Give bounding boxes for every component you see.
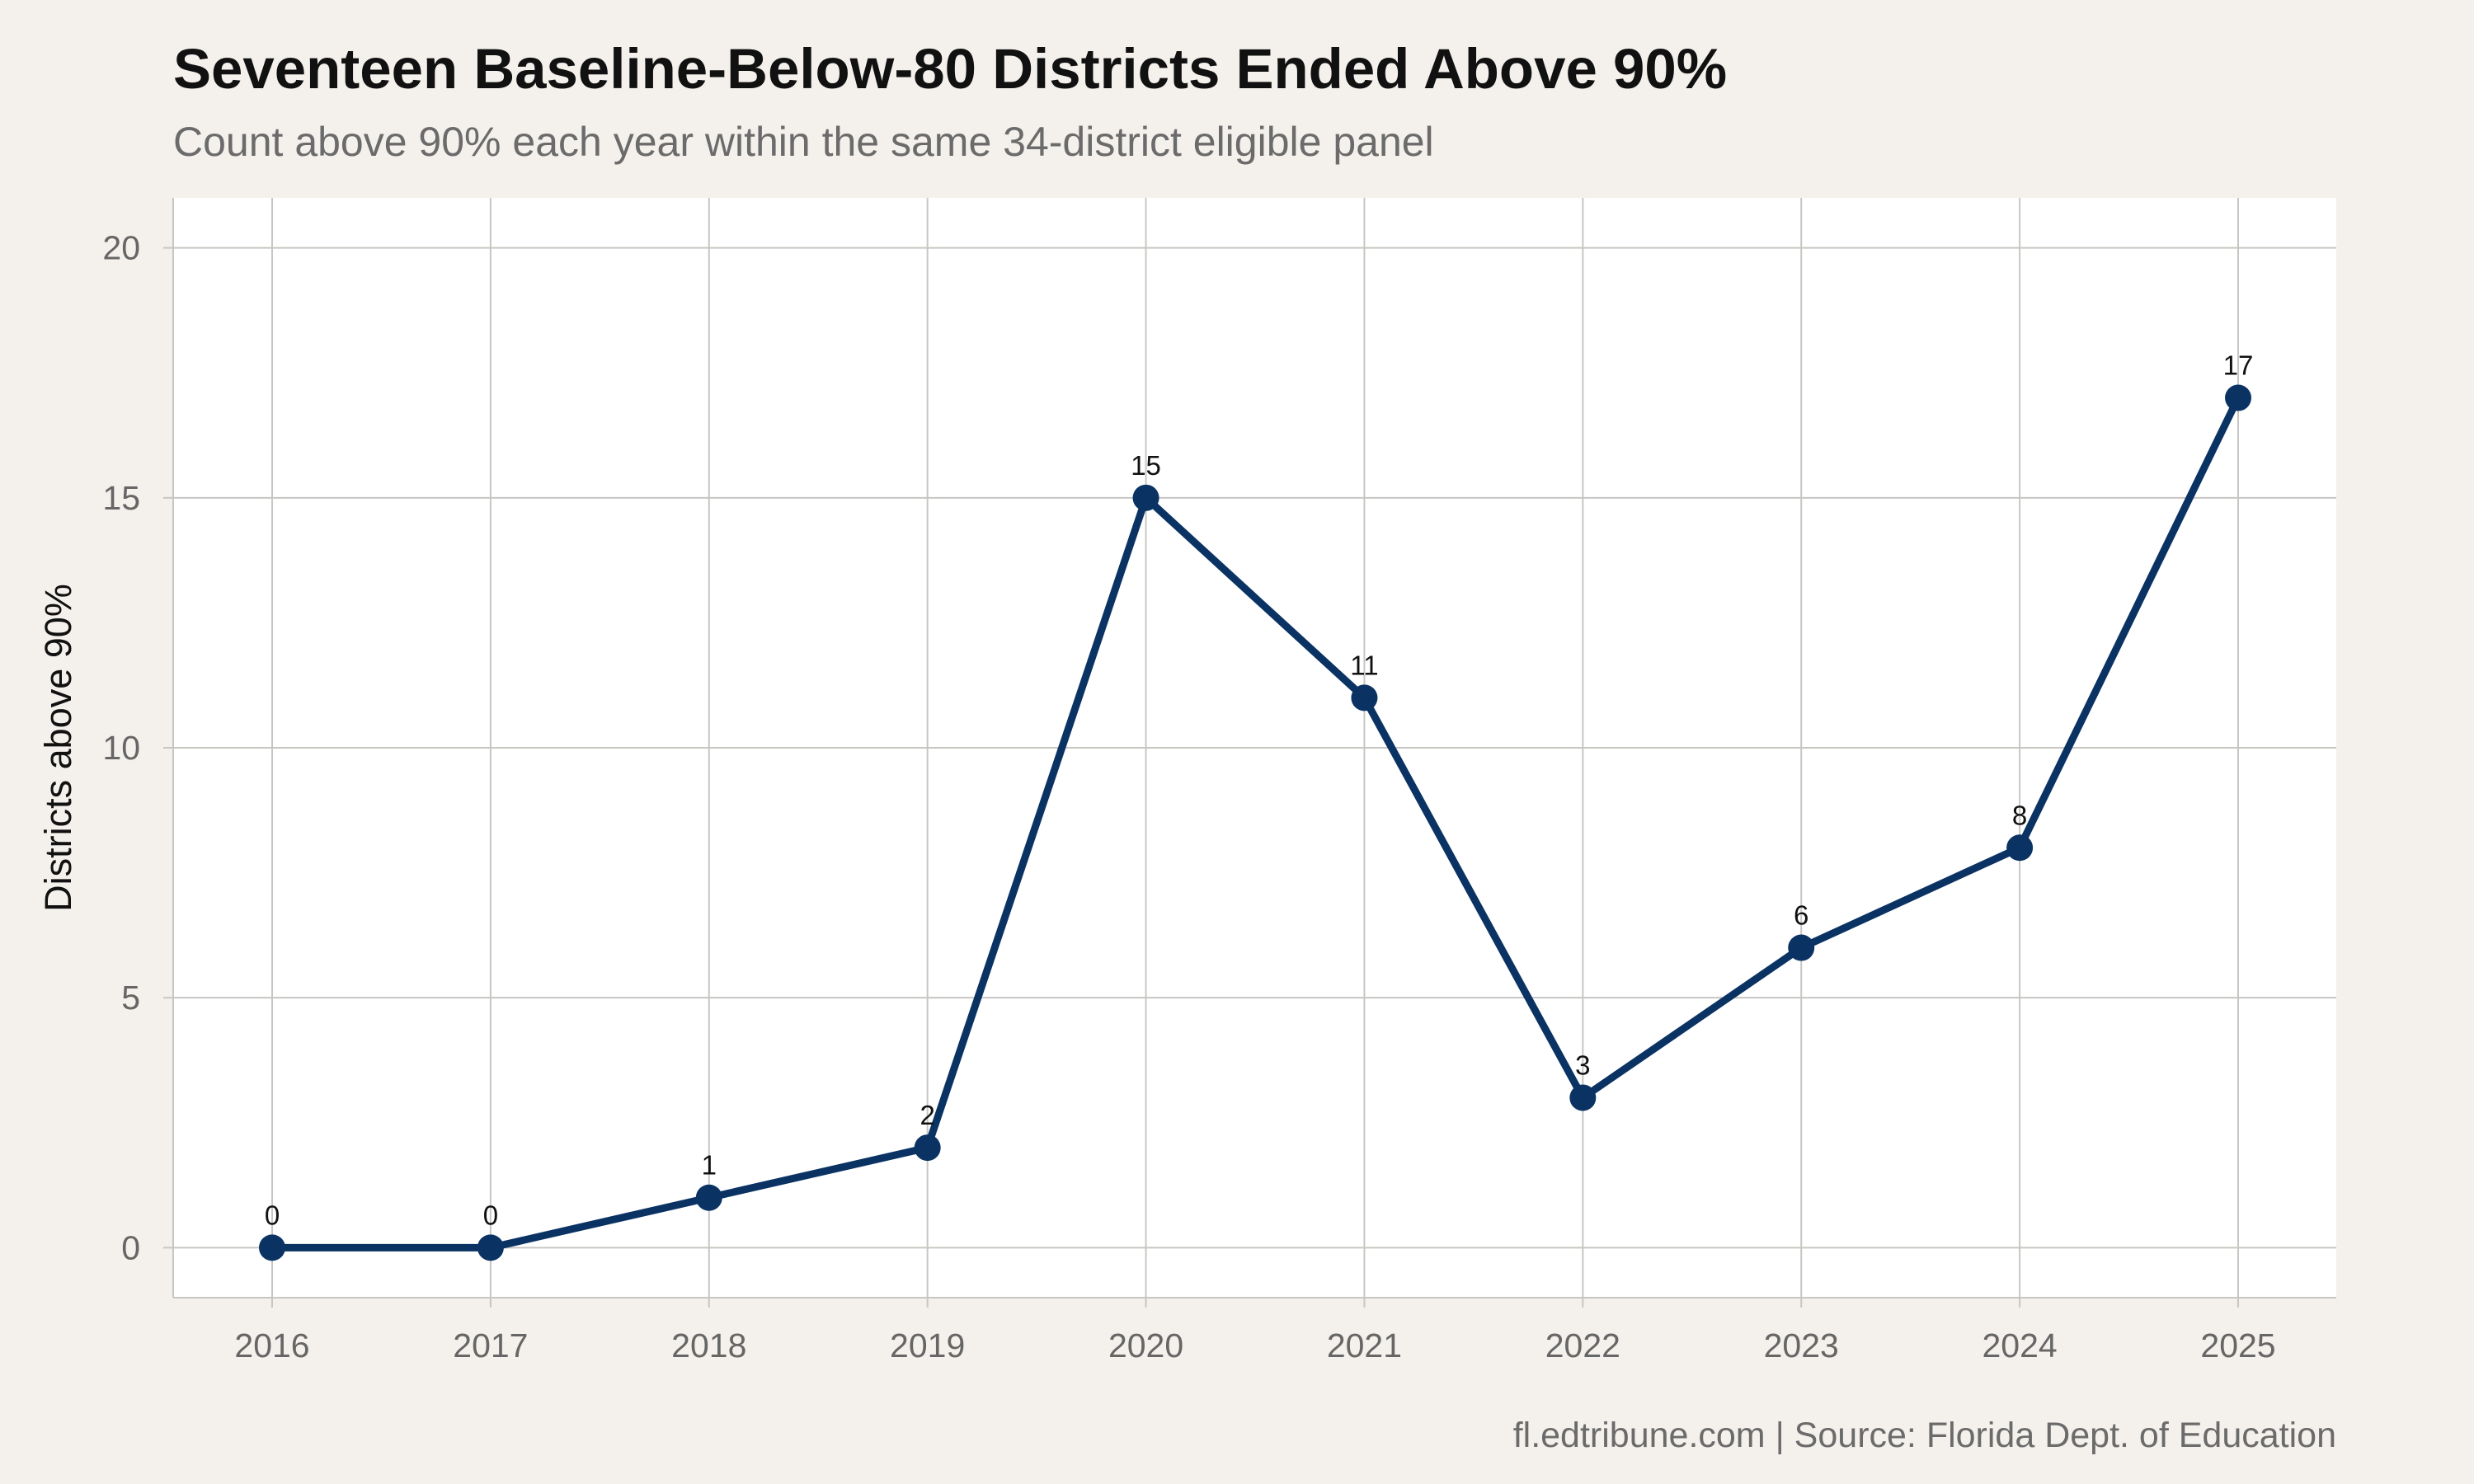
data-label: 2 [920, 1100, 934, 1130]
x-tick-label: 2019 [890, 1327, 965, 1364]
data-label: 0 [483, 1200, 498, 1230]
data-point [477, 1234, 504, 1261]
x-tick-label: 2017 [453, 1327, 528, 1364]
data-label: 11 [1350, 650, 1378, 680]
x-tick-label: 2018 [671, 1327, 746, 1364]
data-label: 8 [2012, 800, 2027, 830]
y-tick-label: 20 [102, 229, 140, 267]
data-label: 1 [702, 1150, 717, 1181]
data-label: 3 [1575, 1050, 1590, 1080]
grid-lines [173, 198, 2336, 1298]
chart-subtitle: Count above 90% each year within the sam… [173, 119, 1434, 165]
x-tick-label: 2022 [1545, 1327, 1620, 1364]
y-tick-label: 15 [102, 479, 140, 517]
y-tick-label: 10 [102, 729, 140, 767]
x-tick-label: 2020 [1108, 1327, 1183, 1364]
x-tick-label: 2024 [1982, 1327, 2058, 1364]
data-label: 0 [265, 1200, 280, 1230]
data-labels: 0 0 1 2 15 11 3 6 8 17 [265, 350, 2254, 1231]
series-line-path [268, 394, 2242, 1252]
data-point [914, 1134, 941, 1162]
data-point [2225, 384, 2251, 411]
y-axis-label: Districts above 90% [37, 584, 79, 912]
x-tick-label: 2016 [234, 1327, 309, 1364]
chart-caption: fl.edtribune.com | Source: Florida Dept.… [1512, 1416, 2336, 1455]
data-point [1132, 484, 1159, 511]
x-tick-label: 2021 [1327, 1327, 1402, 1364]
x-tick-label: 2023 [1764, 1327, 1839, 1364]
data-label: 17 [2223, 350, 2254, 381]
data-point [1569, 1084, 1597, 1111]
chart-title: Seventeen Baseline-Below-80 Districts En… [173, 37, 1728, 101]
x-tick-label: 2025 [2200, 1327, 2275, 1364]
data-point [695, 1184, 722, 1211]
y-tick-label: 5 [121, 979, 140, 1017]
data-point [1788, 934, 1815, 961]
series-line [259, 384, 2251, 1261]
data-point [1351, 684, 1378, 711]
data-label: 6 [1794, 900, 1808, 931]
data-label: 15 [1131, 450, 1161, 481]
y-tick-label: 0 [121, 1228, 140, 1266]
data-point [259, 1234, 285, 1261]
data-point [2006, 834, 2034, 862]
